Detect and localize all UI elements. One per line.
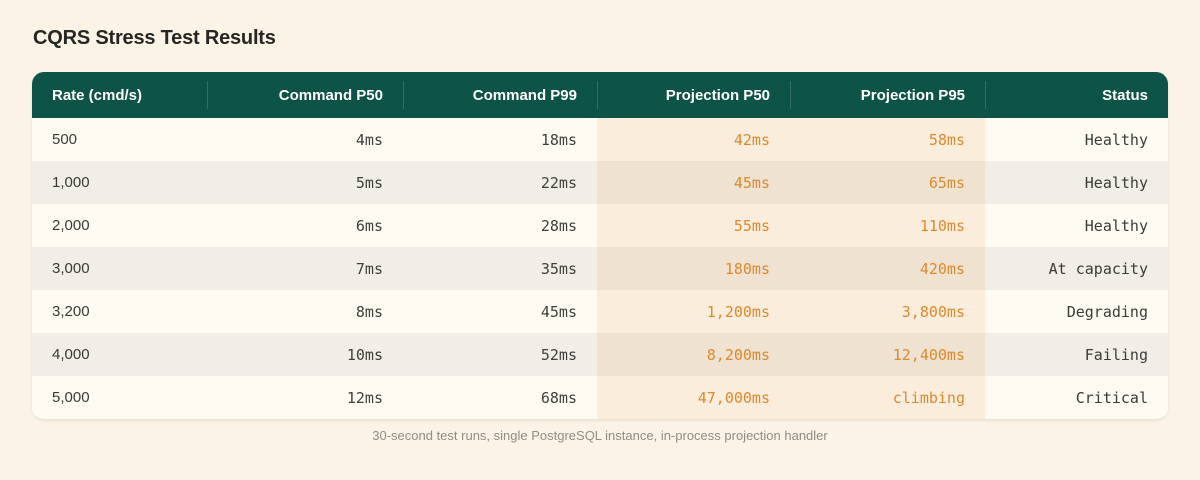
header-cell-projection-p95: Projection P95 [790,72,985,118]
cell-command-p50: 5ms [355,173,383,192]
cell-projection-p50: 42ms [597,118,790,161]
cell-command-p99: 22ms [540,173,577,192]
cell-projection-p95: 65ms [790,161,985,204]
cell-command-p50: 6ms [355,216,383,235]
cell-projection-p50: 1,200ms [597,290,790,333]
cell-command-p50: 4ms [355,130,383,149]
cell-command-p99: 35ms [540,259,577,278]
table-row: 3,200 8ms 45ms 1,200ms 3,800ms Degrading [32,290,1168,333]
cell-command-p99: 28ms [540,216,577,235]
cell-projection-p50: 55ms [597,204,790,247]
cell-projection-p50: 8,200ms [597,333,790,376]
cell-rate: 2,000 [52,217,90,234]
cell-status: Healthy [1084,216,1148,235]
cell-projection-p95: climbing [790,376,985,419]
header-cell-rate: Rate (cmd/s) [52,86,143,104]
cell-rate: 500 [52,131,78,148]
header-cell-status: Status [985,72,1168,118]
table-row: 1,000 5ms 22ms 45ms 65ms Healthy [32,161,1168,204]
cell-projection-p95: 58ms [790,118,985,161]
cell-projection-p50: 45ms [597,161,790,204]
cell-projection-p50: 47,000ms [597,376,790,419]
table-row: 3,000 7ms 35ms 180ms 420ms At capacity [32,247,1168,290]
cell-projection-p95: 420ms [790,247,985,290]
cell-projection-p95: 110ms [790,204,985,247]
table-row: 2,000 6ms 28ms 55ms 110ms Healthy [32,204,1168,247]
table-footnote: 30-second test runs, single PostgreSQL i… [372,428,828,443]
cell-status: Failing [1084,345,1148,364]
cell-projection-p95: 3,800ms [790,290,985,333]
table-header-row: Rate (cmd/s) Command P50 Command P99 Pro… [32,72,1168,118]
results-table: Rate (cmd/s) Command P50 Command P99 Pro… [32,72,1168,420]
table-row: 4,000 10ms 52ms 8,200ms 12,400ms Failing [32,333,1168,376]
cell-rate: 4,000 [52,346,90,363]
cell-status: Degrading [1066,302,1148,321]
page-title: CQRS Stress Test Results [33,27,276,49]
cell-command-p99: 18ms [540,130,577,149]
cell-status: Healthy [1084,173,1148,192]
cell-command-p99: 45ms [540,302,577,321]
cell-status: At capacity [1048,259,1148,278]
cell-command-p99: 52ms [540,345,577,364]
cell-rate: 3,200 [52,303,90,320]
header-cell-projection-p50: Projection P50 [597,72,790,118]
cell-projection-p95: 12,400ms [790,333,985,376]
cell-projection-p50: 180ms [597,247,790,290]
header-cell-command-p50: Command P50 [207,72,403,118]
cell-command-p50: 10ms [346,345,383,364]
cell-command-p50: 8ms [355,302,383,321]
cell-rate: 1,000 [52,174,90,191]
cell-rate: 5,000 [52,389,90,406]
cell-command-p50: 7ms [355,259,383,278]
cell-status: Critical [1075,388,1148,407]
cell-rate: 3,000 [52,260,90,277]
cell-command-p99: 68ms [540,388,577,407]
cell-command-p50: 12ms [346,388,383,407]
header-cell-command-p99: Command P99 [403,72,597,118]
table-row: 500 4ms 18ms 42ms 58ms Healthy [32,118,1168,161]
table-row: 5,000 12ms 68ms 47,000ms climbing Critic… [32,376,1168,419]
cell-status: Healthy [1084,130,1148,149]
